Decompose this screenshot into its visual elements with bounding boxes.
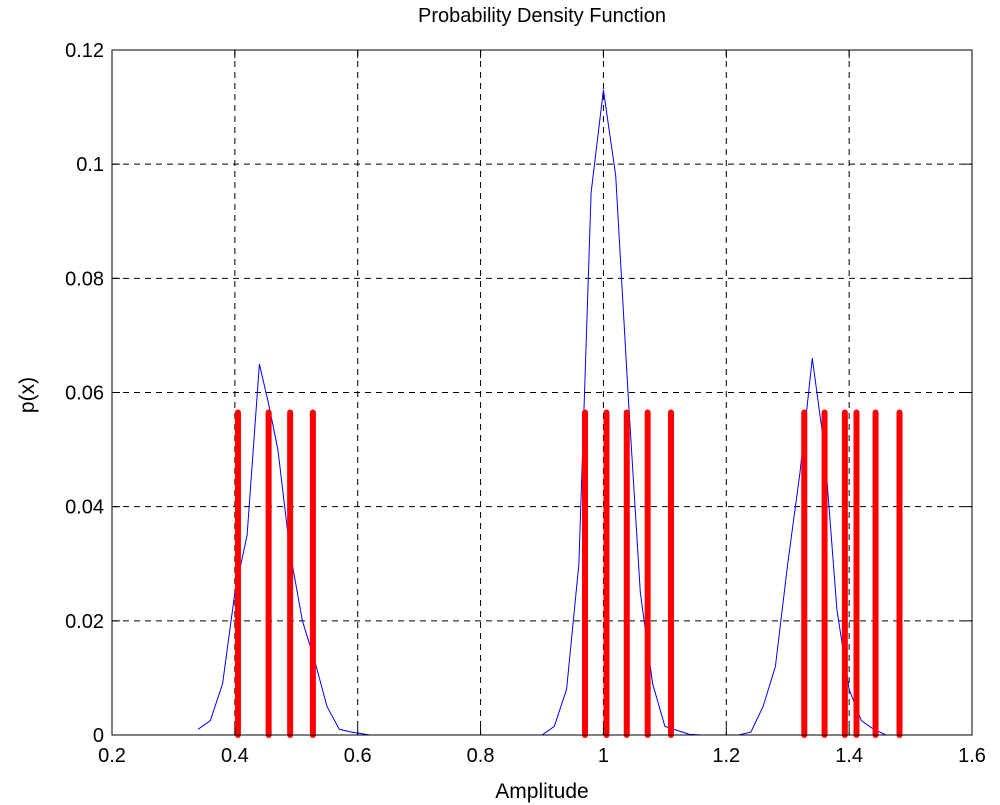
x-tick-label: 0.6 xyxy=(344,745,372,767)
x-tick-label: 0.2 xyxy=(98,745,126,767)
x-tick-label: 1.6 xyxy=(958,745,986,767)
y-tick-label: 0.04 xyxy=(65,497,104,519)
tick-labels: 0.2 0.4 0.6 0.8 1 1.2 1.4 1.6 0 0.02 0.04 0.06 0.08 0… xyxy=(65,40,986,767)
pdf-curve xyxy=(197,89,923,736)
y-tick-label: 0.1 xyxy=(76,154,104,176)
y-tick-label: 0.02 xyxy=(65,611,104,633)
series-layer xyxy=(197,89,923,738)
y-axis-label: p(x) xyxy=(16,377,39,413)
y-tick-label: 0.08 xyxy=(65,268,104,290)
x-axis-label: Amplitude xyxy=(495,780,588,803)
grid xyxy=(112,50,972,735)
x-tick-label: 1.4 xyxy=(835,745,863,767)
y-tick-label: 0.06 xyxy=(65,383,104,405)
x-tick-label: 1.2 xyxy=(712,745,740,767)
y-tick-label: 0 xyxy=(93,725,104,747)
x-tick-label: 0.8 xyxy=(467,745,495,767)
x-tick-label: 0.4 xyxy=(221,745,249,767)
ticks xyxy=(111,49,973,736)
chart-title: Probability Density Function xyxy=(418,5,666,27)
x-tick-label: 1 xyxy=(598,745,609,767)
y-tick-label: 0.12 xyxy=(65,40,104,62)
